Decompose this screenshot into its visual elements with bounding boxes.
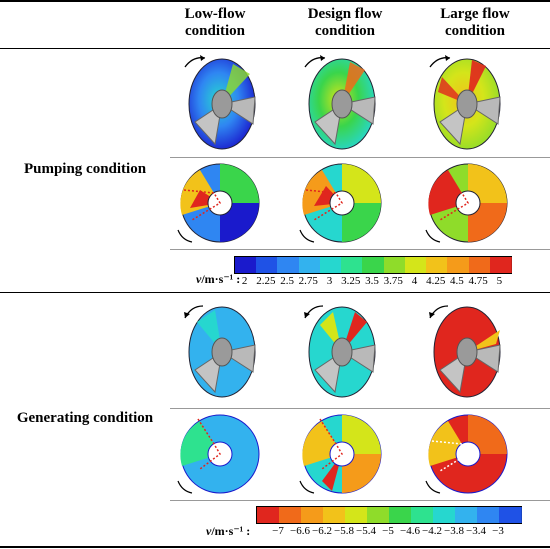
pumping-legend-rule (170, 249, 550, 250)
colorbar-swatch (499, 507, 522, 523)
column-header-line2: condition (444, 23, 505, 39)
colorbar-tick-label: 3.75 (383, 275, 403, 287)
colorbar-swatch (235, 257, 258, 273)
colorbar-swatch (433, 507, 456, 523)
colorbar-swatch (447, 257, 470, 273)
legend-symbol: v (206, 524, 212, 538)
middle-rule (0, 292, 550, 293)
colorbar-swatch (468, 257, 491, 273)
colorbar-swatch (367, 507, 390, 523)
generating-legend-rule (170, 500, 550, 501)
generating-subrow-rule (170, 408, 550, 409)
colorbar-tick-label: 2 (241, 275, 248, 287)
colorbar-swatch (341, 257, 364, 273)
colorbar-tick-label: −7 (272, 525, 284, 537)
colorbar-swatch (489, 257, 512, 273)
pumping-low-flow-3d-contour (184, 55, 256, 150)
colorbar-swatch (277, 257, 300, 273)
colorbar-tick-label: 5 (496, 275, 503, 287)
colorbar-tick-label: −5 (382, 525, 394, 537)
colorbar-swatch (404, 257, 428, 273)
generating-colorbar-ticks: −7 −6.6 −6.2 −5.8 −5.4 −5 −4.6 −4.2 −3.8 −3.4 −3 (256, 525, 520, 539)
colorbar-tick-label: 2.25 (256, 275, 276, 287)
pumping-colorbar (234, 256, 512, 274)
pumping-low-flow-section-contour (177, 163, 260, 243)
colorbar-swatch (426, 257, 449, 273)
pumping-subrow-rule (170, 157, 550, 158)
colorbar-swatch (279, 507, 302, 523)
generating-low-flow-section-contour (177, 414, 260, 494)
pumping-large-flow-section-contour (425, 163, 508, 243)
legend-unit: /m·s⁻¹ : (201, 272, 241, 286)
pumping-design-flow-section-contour (299, 163, 382, 243)
colorbar-tick-label: 2.5 (280, 275, 294, 287)
colorbar-tick-label: −5.8 (334, 525, 354, 537)
colorbar-tick-label: −3 (492, 525, 504, 537)
column-header-design-flow: Design flow condition (290, 6, 400, 40)
pumping-colorbar-ticks: 2 2.25 2.5 2.75 3 3.25 3.5 3.75 4 4.25 4.5 4.75 5 (234, 275, 510, 289)
generating-large-flow-3d-contour (429, 305, 501, 398)
column-header-low-flow: Low-flow condition (165, 6, 265, 40)
generating-design-flow-3d-contour (304, 305, 376, 398)
column-header-line1: Large flow (440, 6, 510, 22)
colorbar-tick-label: 3.25 (341, 275, 361, 287)
colorbar-tick-label: 4.5 (450, 275, 464, 287)
colorbar-tick-label: −5.4 (356, 525, 376, 537)
colorbar-swatch (477, 507, 500, 523)
legend-unit: /m·s⁻¹ : (211, 524, 251, 538)
colorbar-swatch (383, 257, 406, 273)
colorbar-swatch (319, 257, 343, 273)
colorbar-tick-label: −4.2 (422, 525, 442, 537)
colorbar-tick-label: −6.6 (290, 525, 310, 537)
column-header-line2: condition (184, 23, 245, 39)
colorbar-swatch (389, 507, 412, 523)
colorbar-swatch (455, 507, 478, 523)
colorbar-tick-label: 4 (411, 275, 418, 287)
colorbar-tick-label: 4.75 (468, 275, 488, 287)
colorbar-swatch (323, 507, 346, 523)
column-header-line1: Design flow (307, 6, 383, 22)
generating-large-flow-section-contour (425, 414, 508, 494)
row-label-pumping: Pumping condition (23, 161, 147, 177)
colorbar-tick-label: −3.4 (466, 525, 486, 537)
pumping-large-flow-3d-contour (429, 55, 501, 150)
colorbar-tick-label: 4.25 (426, 275, 446, 287)
pumping-design-flow-3d-contour (304, 55, 376, 150)
colorbar-tick-label: −6.2 (312, 525, 332, 537)
column-header-line1: Low-flow (184, 6, 246, 22)
top-rule (0, 0, 550, 2)
colorbar-tick-label: 3 (326, 275, 333, 287)
header-rule (0, 48, 550, 49)
bottom-rule (0, 546, 550, 548)
pumping-legend-label: v/m·s⁻¹ : (196, 272, 240, 287)
colorbar-tick-label: 2.75 (298, 275, 318, 287)
generating-legend-label: v/m·s⁻¹ : (206, 524, 250, 539)
colorbar-swatch (257, 507, 280, 523)
generating-low-flow-3d-contour (184, 305, 256, 398)
colorbar-tick-label: −3.8 (444, 525, 464, 537)
colorbar-swatch (345, 507, 368, 523)
colorbar-swatch (411, 507, 434, 523)
colorbar-tick-label: 3.5 (365, 275, 379, 287)
colorbar-swatch (362, 257, 385, 273)
generating-colorbar (256, 506, 522, 524)
legend-symbol: v (196, 272, 202, 286)
column-header-large-flow: Large flow condition (420, 6, 530, 40)
column-header-line2: condition (314, 23, 375, 39)
colorbar-swatch (298, 257, 321, 273)
colorbar-swatch (301, 507, 324, 523)
colorbar-tick-label: −4.6 (400, 525, 420, 537)
generating-design-flow-section-contour (299, 414, 382, 494)
colorbar-swatch (256, 257, 279, 273)
row-label-generating: Generating condition (16, 410, 154, 426)
